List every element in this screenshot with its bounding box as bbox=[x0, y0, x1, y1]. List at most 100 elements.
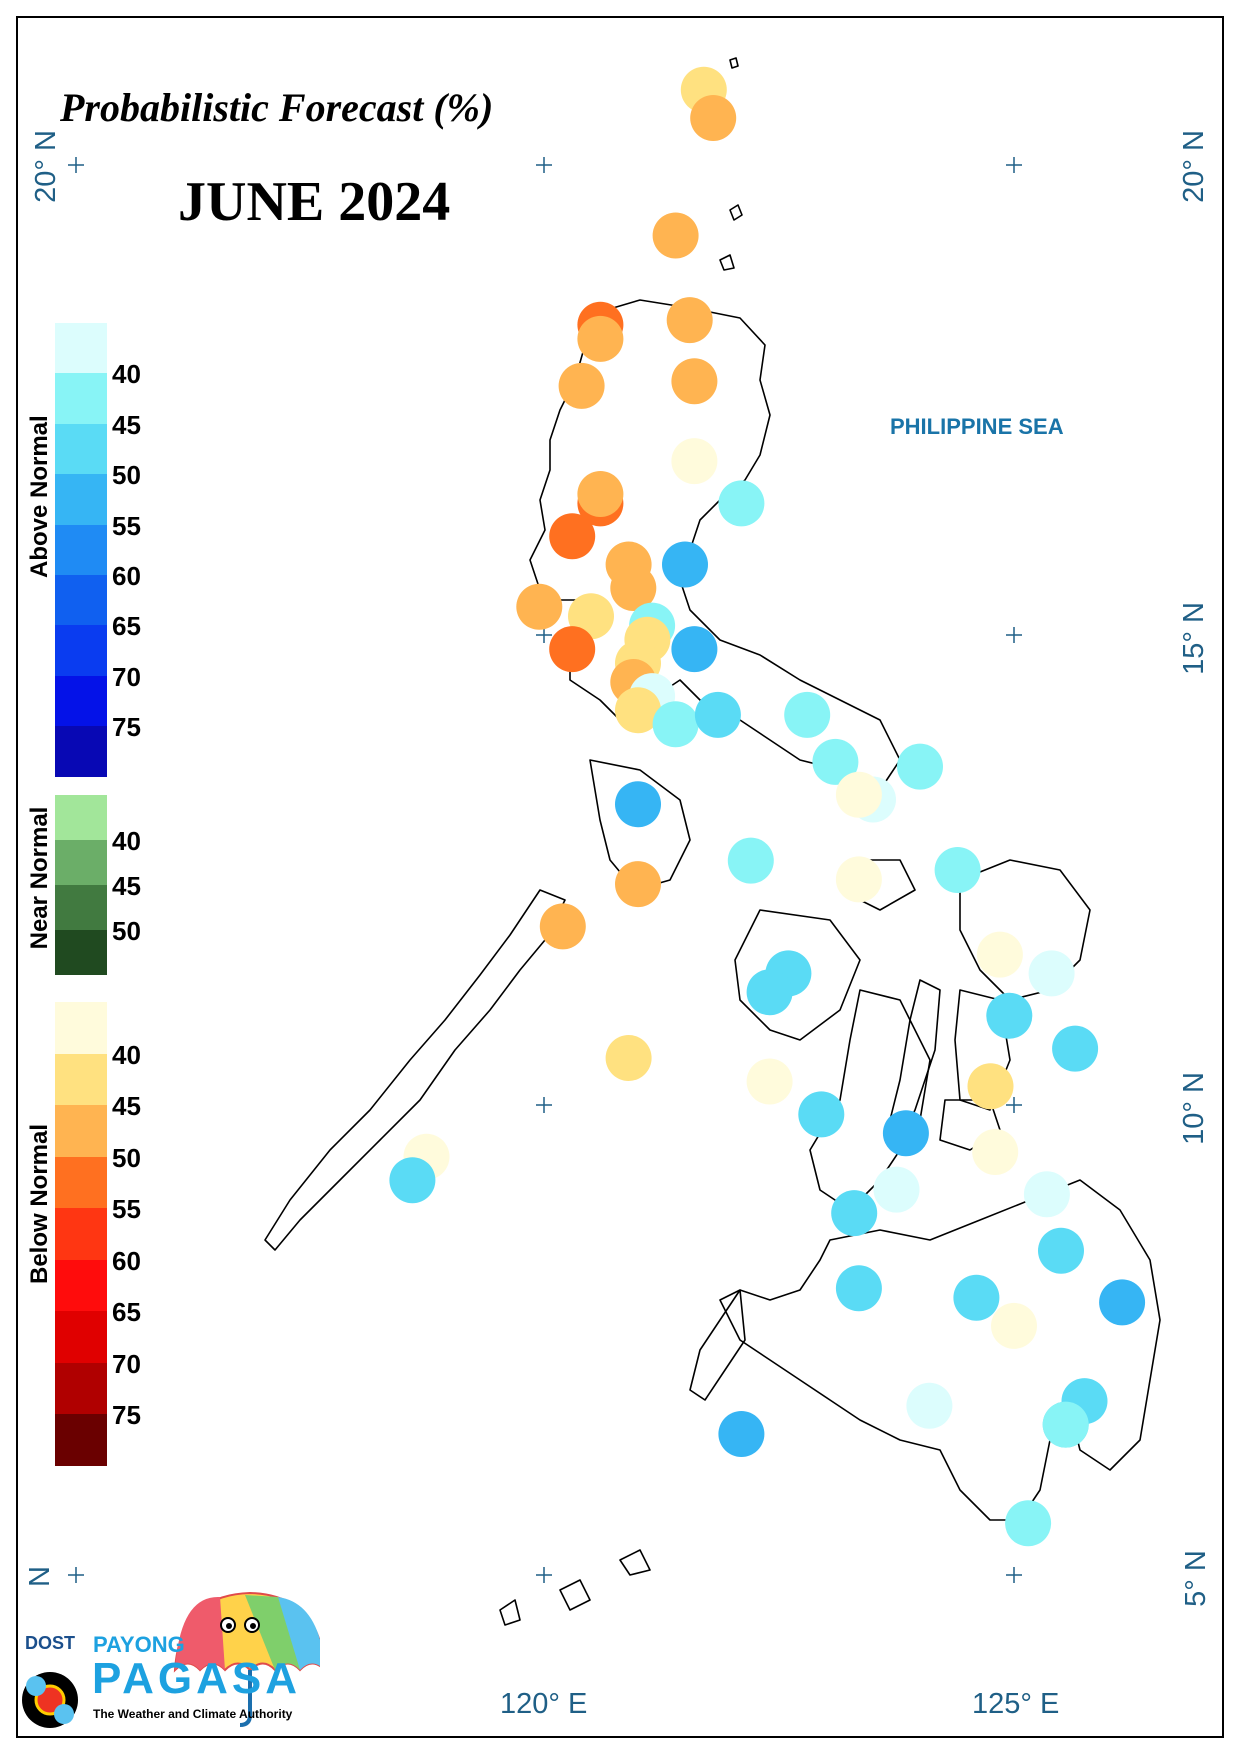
grid-cross bbox=[536, 1567, 552, 1583]
legend-below-normal: Below Normal bbox=[26, 1123, 53, 1284]
colorbar-swatch bbox=[55, 474, 107, 525]
y-label-right-20: 20° N bbox=[1177, 130, 1210, 203]
station-marker-47 bbox=[967, 1063, 1014, 1110]
above-tick-40: 40 bbox=[112, 359, 141, 390]
station-marker-21 bbox=[671, 626, 718, 673]
colorbar-swatch bbox=[55, 1311, 107, 1363]
above-tick-45: 45 bbox=[112, 409, 141, 440]
map-title: Probabilistic Forecast (%) bbox=[60, 85, 494, 130]
y-label-left-20: 20° N bbox=[29, 130, 62, 203]
y-label-left-5: N bbox=[23, 1566, 56, 1587]
station-marker-40 bbox=[1028, 950, 1075, 997]
station-marker-35 bbox=[835, 856, 882, 903]
station-marker-5 bbox=[666, 297, 713, 344]
logo-line1: PAYONG bbox=[93, 1632, 185, 1657]
colorbar-swatch bbox=[55, 423, 107, 475]
luzon-outline bbox=[529, 299, 901, 791]
grid-cross bbox=[1006, 157, 1022, 173]
above-tick-65: 65 bbox=[112, 611, 141, 642]
station-marker-50 bbox=[972, 1129, 1019, 1175]
station-marker-58 bbox=[953, 1274, 1000, 1321]
forecast-month: JUNE 2024 bbox=[178, 171, 451, 233]
station-marker-60 bbox=[991, 1302, 1037, 1349]
station-marker-10 bbox=[577, 471, 624, 517]
y-label-right-5: 5° N bbox=[1179, 1550, 1212, 1607]
colorbar-swatch bbox=[55, 1002, 107, 1054]
panay-outline bbox=[734, 909, 861, 1041]
station-marker-64 bbox=[1042, 1401, 1089, 1448]
near-tick-40: 40 bbox=[112, 826, 141, 856]
grid-cross bbox=[68, 1567, 84, 1583]
station-marker-55 bbox=[831, 1190, 878, 1237]
legend-near-normal: Near Normal bbox=[26, 806, 53, 950]
legend-above-normal: Above Normal bbox=[26, 415, 53, 578]
near-tick-45: 45 bbox=[112, 871, 141, 901]
colorbar-swatch bbox=[55, 323, 107, 374]
above-tick-55: 55 bbox=[112, 510, 141, 541]
station-marker-49 bbox=[882, 1110, 929, 1157]
logo-line2: PAGASA bbox=[92, 1654, 301, 1703]
below-tick-45: 45 bbox=[112, 1091, 141, 1121]
colorbar-swatch bbox=[55, 1105, 107, 1157]
station-marker-1 bbox=[690, 95, 737, 141]
station-marker-46 bbox=[746, 1058, 793, 1105]
station-marker-32 bbox=[835, 771, 882, 818]
below-tick-40: 40 bbox=[112, 1039, 141, 1070]
colorbar-swatch bbox=[55, 524, 107, 575]
colorbar-swatch bbox=[55, 1414, 107, 1466]
sea-label: PHILIPPINE SEA bbox=[890, 414, 1064, 439]
colorbar-below-normal bbox=[55, 1002, 107, 1466]
colorbar-swatch bbox=[55, 1362, 107, 1414]
station-marker-6 bbox=[558, 362, 605, 409]
colorbar-swatch bbox=[55, 574, 107, 626]
station-marker-59 bbox=[1099, 1279, 1146, 1326]
below-tick-55: 55 bbox=[112, 1194, 141, 1224]
station-markers bbox=[389, 66, 1146, 1547]
station-marker-7 bbox=[671, 358, 718, 405]
station-marker-52 bbox=[389, 1157, 436, 1204]
station-marker-36 bbox=[934, 847, 981, 893]
below-tick-65: 65 bbox=[112, 1297, 141, 1327]
station-marker-33 bbox=[615, 781, 661, 828]
colorbar-swatch bbox=[55, 795, 107, 840]
station-marker-43 bbox=[986, 992, 1033, 1039]
station-marker-42 bbox=[746, 969, 793, 1016]
station-marker-39 bbox=[976, 931, 1023, 978]
colorbar-swatch bbox=[55, 726, 107, 777]
above-tick-60: 60 bbox=[112, 561, 141, 591]
station-marker-45 bbox=[605, 1035, 652, 1081]
station-marker-30 bbox=[897, 743, 943, 790]
zamboanga-outline bbox=[689, 1289, 746, 1401]
colorbar-swatch bbox=[55, 885, 107, 930]
sulu-outline bbox=[499, 1549, 651, 1626]
station-marker-15 bbox=[662, 541, 708, 588]
station-marker-2 bbox=[652, 212, 699, 259]
station-marker-16 bbox=[516, 583, 563, 630]
x-label-125: 125° E bbox=[972, 1688, 1060, 1720]
colorbar-swatch bbox=[55, 1053, 107, 1105]
pagasa-logo bbox=[22, 1591, 320, 1728]
station-marker-14 bbox=[610, 565, 657, 611]
mindanao-outline bbox=[719, 1179, 1161, 1521]
grid-cross bbox=[536, 1097, 552, 1113]
station-marker-65 bbox=[718, 1411, 765, 1457]
grid-cross bbox=[68, 157, 84, 173]
below-tick-75: 75 bbox=[112, 1400, 141, 1430]
coastline bbox=[264, 57, 1161, 1626]
colorbar-swatch bbox=[55, 930, 107, 975]
station-marker-8 bbox=[671, 438, 718, 485]
y-label-right-10: 10° N bbox=[1177, 1072, 1210, 1145]
station-marker-20 bbox=[549, 626, 596, 673]
grid-cross bbox=[1006, 1567, 1022, 1583]
colorbar-swatch bbox=[55, 373, 107, 424]
x-label-120: 120° E bbox=[500, 1688, 588, 1720]
map-frame bbox=[16, 16, 1224, 1738]
station-marker-61 bbox=[906, 1382, 953, 1429]
colorbar-swatch bbox=[55, 1156, 107, 1208]
above-tick-50: 50 bbox=[112, 460, 141, 491]
station-marker-29 bbox=[812, 738, 859, 785]
grid-cross bbox=[1006, 627, 1022, 643]
station-marker-34 bbox=[727, 837, 774, 884]
station-marker-57 bbox=[835, 1265, 882, 1312]
